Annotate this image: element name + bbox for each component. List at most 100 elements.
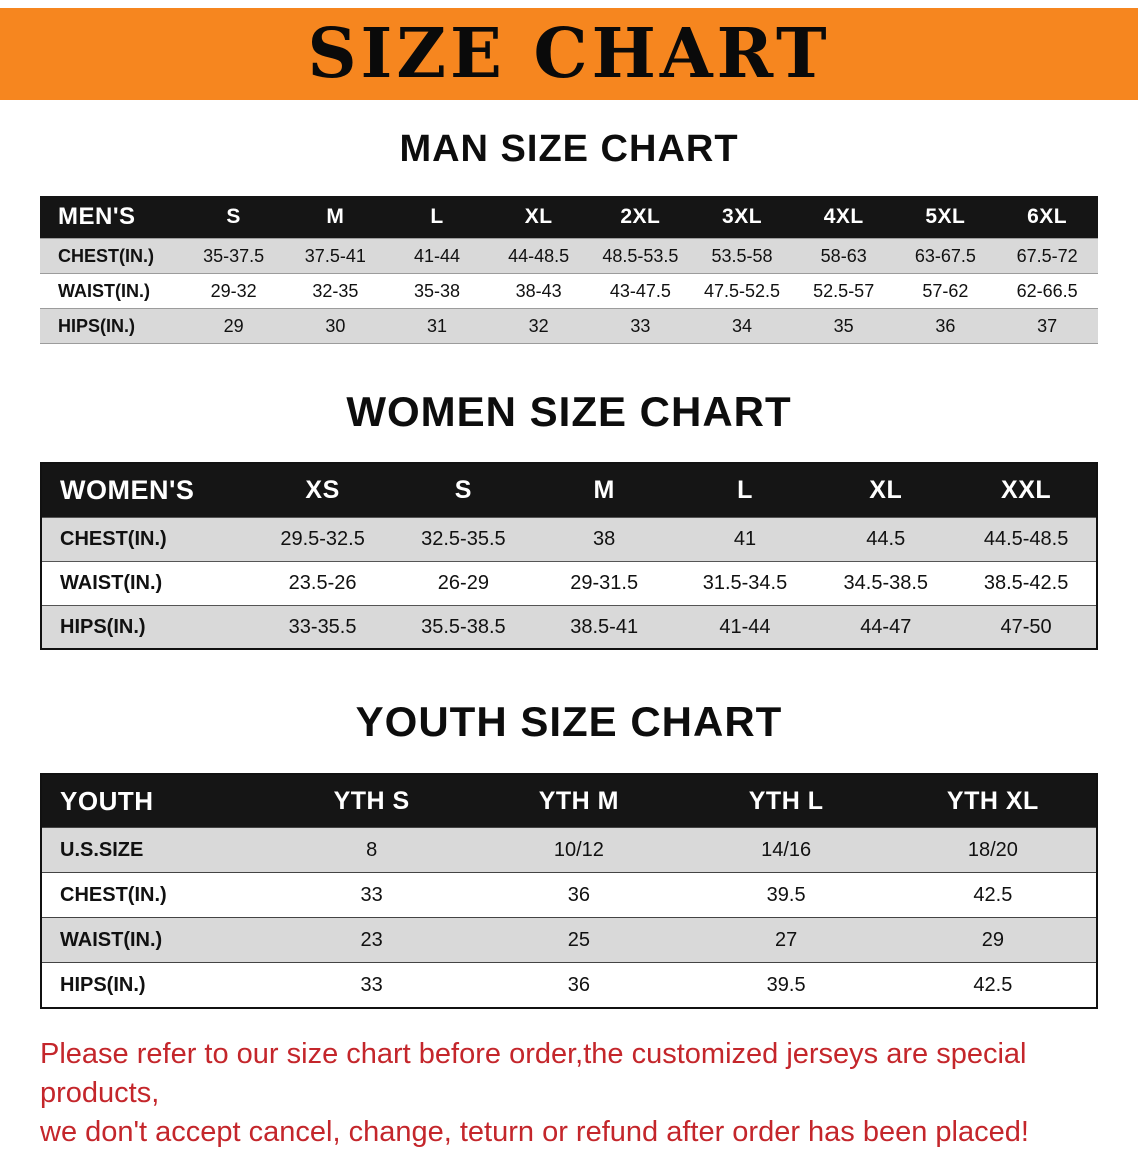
measurement-value-cell: 58-63 (792, 238, 895, 274)
measurement-value-cell: 8 (268, 827, 476, 873)
size-chart-banner: SIZE CHART (0, 8, 1138, 100)
table-header-row: WOMEN'S XS S M L XL XXL (41, 463, 1097, 518)
women-size-section: WOMEN SIZE CHART WOMEN'S XS S M L XL XXL CHEST(… (0, 388, 1138, 651)
size-column-header: YTH S (268, 773, 476, 828)
measurement-value-cell: 29 (889, 917, 1097, 963)
measurement-value-cell: 44.5-48.5 (956, 516, 1097, 562)
measurement-value-cell: 35.5-38.5 (392, 604, 534, 650)
size-column-header: S (182, 195, 285, 239)
measurement-value-cell: 31.5-34.5 (674, 560, 816, 606)
measurement-row: WAIST(IN.) 23.5-26 26-29 29-31.5 31.5-34.5 34… (41, 560, 1097, 606)
measurement-value-cell: 38-43 (487, 273, 590, 309)
measurement-value-cell: 35-38 (386, 273, 488, 309)
row-label-cell: CHEST(IN.) (41, 872, 269, 918)
youth-size-heading: YOUTH SIZE CHART (355, 698, 783, 746)
measurement-value-cell: 42.5 (889, 962, 1097, 1008)
size-column-header: YTH L (682, 773, 890, 828)
womens-size-table: WOMEN'S XS S M L XL XXL CHEST(IN.) 29.5-32.5 32.5… (40, 462, 1098, 651)
size-column-header: 6XL (996, 195, 1098, 239)
measurement-value-cell: 44-47 (815, 604, 957, 650)
measurement-value-cell: 34.5-38.5 (815, 560, 957, 606)
row-label-cell: CHEST(IN.) (41, 516, 253, 562)
measurement-value-cell: 32-35 (284, 273, 387, 309)
measurement-value-cell: 44.5 (815, 516, 957, 562)
size-column-header: S (392, 463, 534, 518)
measurement-value-cell: 39.5 (682, 872, 890, 918)
measurement-row: CHEST(IN.) 35-37.5 37.5-41 41-44 44-48.5 48.5… (40, 238, 1098, 274)
measurement-value-cell: 10/12 (475, 827, 683, 873)
measurement-value-cell: 32.5-35.5 (392, 516, 534, 562)
size-chart-page: SIZE CHART MAN SIZE CHART MEN'S S M L XL 2XL 3… (0, 8, 1138, 1152)
measurement-row: HIPS(IN.) 33 36 39.5 42.5 (41, 962, 1097, 1008)
disclaimer-line-1: Please refer to our size chart before or… (40, 1037, 1027, 1109)
measurement-value-cell: 43-47.5 (589, 273, 692, 309)
measurement-value-cell: 67.5-72 (996, 238, 1098, 274)
measurement-value-cell: 34 (691, 308, 793, 345)
measurement-row: CHEST(IN.) 29.5-32.5 32.5-35.5 38 41 44.5 44.5… (41, 516, 1097, 562)
measurement-value-cell: 27 (682, 917, 890, 963)
measurement-value-cell: 23 (268, 917, 476, 963)
measurement-value-cell: 36 (475, 962, 683, 1008)
youth-size-section: YOUTH SIZE CHART YOUTH YTH S YTH M YTH L YTH… (0, 698, 1138, 1009)
women-size-heading: WOMEN SIZE CHART (346, 388, 792, 436)
measurement-value-cell: 32 (487, 308, 590, 345)
measurement-value-cell: 26-29 (392, 560, 534, 606)
measurement-value-cell: 39.5 (682, 962, 890, 1008)
measurement-row: HIPS(IN.) 29 30 31 32 33 34 35 36 37 (40, 308, 1098, 345)
size-column-header: XL (487, 195, 590, 239)
table-title-cell: YOUTH (41, 773, 269, 828)
table-title-cell: WOMEN'S (41, 463, 253, 518)
measurement-value-cell: 38.5-42.5 (956, 560, 1097, 606)
measurement-value-cell: 53.5-58 (691, 238, 793, 274)
measurement-value-cell: 29-31.5 (533, 560, 675, 606)
measurement-value-cell: 42.5 (889, 872, 1097, 918)
disclaimer-line-2: we don't accept cancel, change, teturn o… (40, 1116, 1029, 1149)
measurement-value-cell: 29-32 (182, 273, 285, 309)
size-column-header: M (284, 195, 387, 239)
measurement-value-cell: 35 (792, 308, 895, 345)
row-label-cell: HIPS(IN.) (41, 604, 253, 650)
row-label-cell: WAIST(IN.) (41, 560, 253, 606)
measurement-row: CHEST(IN.) 33 36 39.5 42.5 (41, 872, 1097, 918)
measurement-value-cell: 29 (182, 308, 285, 345)
row-label-cell: HIPS(IN.) (40, 308, 183, 345)
man-size-heading: MAN SIZE CHART (399, 128, 739, 170)
measurement-value-cell: 52.5-57 (792, 273, 895, 309)
measurement-value-cell: 31 (386, 308, 488, 345)
row-label-cell: WAIST(IN.) (41, 917, 269, 963)
measurement-value-cell: 47.5-52.5 (691, 273, 793, 309)
size-column-header: 4XL (792, 195, 895, 239)
measurement-value-cell: 41-44 (674, 604, 816, 650)
measurement-value-cell: 36 (894, 308, 997, 345)
measurement-value-cell: 18/20 (889, 827, 1097, 873)
table-header-row: MEN'S S M L XL 2XL 3XL 4XL 5XL 6XL (40, 195, 1098, 239)
row-label-cell: HIPS(IN.) (41, 962, 269, 1008)
youth-size-table: YOUTH YTH S YTH M YTH L YTH XL U.S.SIZE 8 10/12… (40, 772, 1098, 1009)
measurement-value-cell: 14/16 (682, 827, 890, 873)
measurement-value-cell: 33 (589, 308, 692, 345)
size-column-header: 5XL (894, 195, 997, 239)
measurement-value-cell: 38.5-41 (533, 604, 675, 650)
size-column-header: L (386, 195, 488, 239)
mens-size-table: MEN'S S M L XL 2XL 3XL 4XL 5XL 6XL CHEST(IN.) 35-37… (40, 195, 1098, 345)
row-label-cell: U.S.SIZE (41, 827, 269, 873)
measurement-value-cell: 47-50 (956, 604, 1097, 650)
measurement-value-cell: 62-66.5 (996, 273, 1098, 309)
size-chart-title: SIZE CHART (307, 14, 831, 94)
size-column-header: 2XL (589, 195, 692, 239)
size-column-header: YTH M (475, 773, 683, 828)
measurement-value-cell: 63-67.5 (894, 238, 997, 274)
measurement-value-cell: 41-44 (386, 238, 488, 274)
size-column-header: XL (815, 463, 957, 518)
size-column-header: XXL (956, 463, 1097, 518)
measurement-value-cell: 29.5-32.5 (252, 516, 393, 562)
measurement-value-cell: 33-35.5 (252, 604, 393, 650)
measurement-value-cell: 25 (475, 917, 683, 963)
size-column-header: M (533, 463, 675, 518)
measurement-value-cell: 38 (533, 516, 675, 562)
measurement-value-cell: 33 (268, 962, 476, 1008)
measurement-value-cell: 37.5-41 (284, 238, 387, 274)
man-size-section: MAN SIZE CHART MEN'S S M L XL 2XL 3XL 4XL 5XL 6XL… (0, 128, 1138, 345)
measurement-row: WAIST(IN.) 29-32 32-35 35-38 38-43 43-47.5 47.… (40, 273, 1098, 309)
measurement-value-cell: 57-62 (894, 273, 997, 309)
